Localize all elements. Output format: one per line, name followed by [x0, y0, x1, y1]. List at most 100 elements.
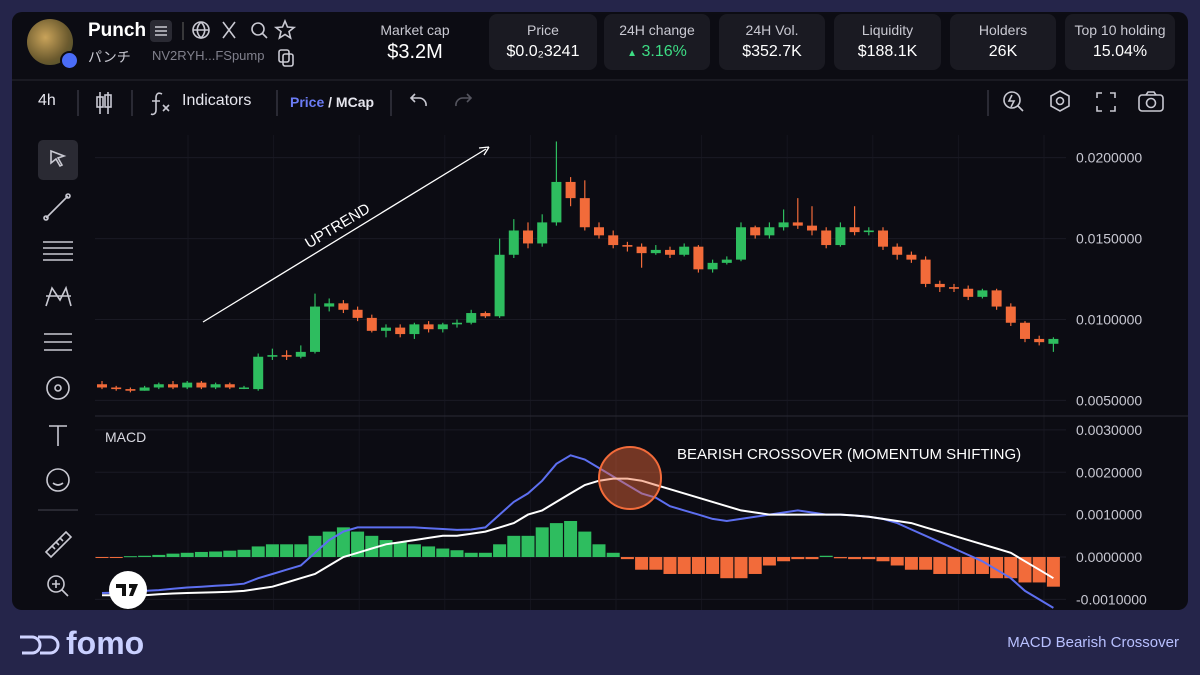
panel-title: MACD — [105, 429, 146, 445]
candle-body — [792, 222, 803, 226]
stat-market-cap: Market cap $3.2M — [360, 14, 470, 64]
histogram-bar — [109, 557, 123, 559]
toolbar-icons — [12, 79, 1188, 116]
stat-label: 24H change — [619, 22, 695, 38]
fx-icon — [150, 92, 170, 116]
undo-icon[interactable] — [409, 93, 427, 107]
candle-body — [239, 387, 249, 389]
web-icon-detail — [193, 21, 209, 40]
candle-body — [281, 355, 292, 357]
candle-body — [125, 389, 136, 391]
histogram-bar — [691, 557, 705, 574]
stat-value: $352.7K — [742, 43, 802, 60]
redo-icon[interactable] — [455, 93, 473, 107]
candle-body — [295, 351, 306, 357]
candle-body — [906, 254, 917, 260]
histogram-bar — [862, 557, 876, 560]
histogram-bar — [620, 557, 634, 560]
line-tool[interactable] — [45, 195, 69, 219]
stat-card: 24H change ▲ 3.16% — [604, 14, 710, 70]
copy-icon[interactable] — [278, 49, 290, 63]
zoom-tool-detail — [52, 580, 69, 597]
candle-body — [267, 355, 278, 357]
brush-tool-center — [54, 384, 62, 392]
candle-body — [196, 382, 207, 388]
ruler-tool[interactable] — [44, 530, 73, 559]
fullscreen-icon[interactable] — [1096, 92, 1116, 112]
candle-body — [608, 235, 619, 246]
candle-body — [338, 303, 349, 310]
stat-value: 15.04% — [1092, 43, 1148, 60]
header-icons — [150, 18, 297, 67]
histogram-bar — [549, 523, 563, 558]
candle-body — [920, 259, 931, 284]
prediction-tool[interactable] — [44, 333, 72, 351]
candle-body — [807, 225, 817, 231]
star-icon[interactable] — [273, 18, 297, 40]
tool-selected-bg — [38, 140, 78, 180]
candle-body — [934, 283, 945, 288]
annotation: UPTREND — [302, 200, 373, 252]
mcap-option[interactable]: MCap — [335, 94, 375, 110]
histogram-bar — [138, 555, 152, 558]
zoom-tool[interactable] — [47, 575, 65, 593]
histogram-bar — [876, 557, 890, 562]
camera-icon[interactable] — [1138, 94, 1164, 112]
up-arrow: ▲ — [627, 48, 638, 59]
candle-body — [381, 327, 391, 331]
candle-body — [892, 246, 903, 255]
histogram-bar — [635, 557, 649, 570]
candle-body — [508, 230, 519, 255]
histogram-bar — [365, 535, 379, 558]
candle-body — [1048, 338, 1059, 344]
histogram-bar — [237, 549, 251, 558]
histogram-bar — [606, 552, 620, 558]
candle-body — [750, 227, 761, 236]
line-tool-end — [65, 193, 71, 199]
search-icon[interactable] — [251, 22, 265, 36]
histogram-bar — [393, 542, 407, 558]
candle-body — [97, 384, 107, 388]
cursor-tool[interactable] — [50, 149, 67, 168]
token-address[interactable]: NV2RYH...FSpump — [152, 48, 265, 63]
histogram-bar — [677, 557, 691, 574]
candle-body — [1005, 306, 1016, 323]
candle-body — [707, 262, 718, 270]
interval-button[interactable]: 4h — [38, 92, 56, 109]
settings-icon[interactable] — [1050, 90, 1070, 112]
candle-body — [977, 290, 988, 297]
token-subtitle: パンチ — [88, 49, 131, 65]
histogram-bar — [535, 527, 549, 558]
indicators-button[interactable]: Indicators — [182, 92, 252, 109]
candle-body — [395, 327, 406, 335]
candle-body — [224, 384, 235, 388]
stat-value: 26K — [988, 43, 1018, 60]
fib-tool[interactable] — [43, 241, 73, 261]
replay-icon[interactable] — [1003, 91, 1021, 109]
x-icon[interactable] — [222, 21, 236, 39]
candle-body — [480, 313, 491, 317]
histogram-bar — [848, 557, 862, 560]
histogram-bar — [734, 557, 748, 579]
candle-body — [324, 303, 335, 307]
stat-value: 3.16% — [641, 43, 687, 60]
histogram-bar — [251, 546, 265, 558]
histogram-bar — [890, 557, 904, 566]
brand-name: fomo — [66, 625, 145, 661]
histogram-bar — [762, 557, 776, 566]
text-tool[interactable] — [49, 425, 67, 446]
brush-tool[interactable] — [46, 376, 70, 400]
pattern-tool[interactable] — [45, 285, 72, 307]
histogram-bar — [706, 557, 720, 574]
stat-label: Top 10 holding — [1074, 22, 1166, 38]
price-option[interactable]: Price — [290, 94, 325, 110]
candle-body — [437, 324, 448, 330]
stat-change: ▲ 3.16% — [604, 43, 710, 61]
price-mcap-toggle[interactable]: Price / MCap — [290, 94, 374, 110]
histogram-bar — [1046, 557, 1060, 587]
emoji-tool[interactable] — [46, 468, 70, 492]
histogram-bar — [493, 544, 507, 558]
annotation: BEARISH CROSSOVER (MOMENTUM SHIFTING) — [677, 446, 1021, 463]
histogram-bar — [833, 557, 847, 559]
